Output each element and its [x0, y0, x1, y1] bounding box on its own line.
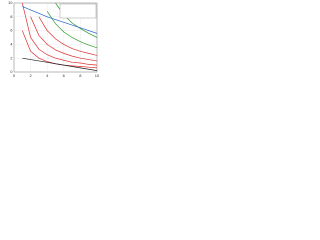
y-tick-label: 0	[10, 69, 13, 74]
series-line	[21, 3, 97, 66]
x-tick-label: 8	[79, 73, 82, 78]
y-tick-label: 6	[10, 28, 13, 33]
y-tick-label: 10	[8, 0, 13, 5]
x-tick-label: 4	[46, 73, 49, 78]
y-tick-label: 4	[10, 41, 13, 46]
x-tick-label: 0	[13, 73, 16, 78]
series-line	[38, 16, 97, 56]
series-line	[46, 11, 97, 49]
series-line	[22, 57, 97, 71]
y-tick-label: 8	[10, 14, 13, 19]
x-tick-label: 6	[63, 73, 66, 78]
series-line	[22, 6, 97, 34]
x-tick-label: 2	[29, 73, 32, 78]
legend-box	[59, 3, 97, 19]
x-tick-label: 10	[95, 73, 100, 78]
chart: 0 2 4 6 8 10 0 2 4 6 8 10	[8, 0, 100, 78]
series-line	[30, 16, 97, 62]
y-tick-label: 2	[10, 55, 13, 60]
